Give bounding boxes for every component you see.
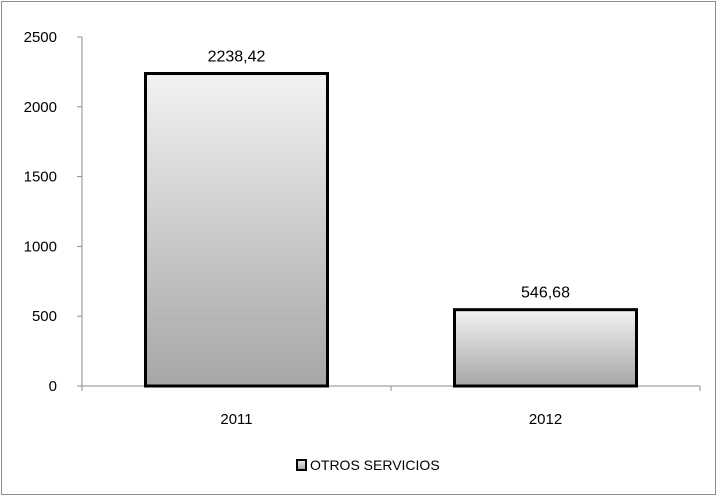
y-tick-label: 2500 — [24, 29, 57, 46]
y-axis: 0 500 1000 1500 2000 2500 — [24, 29, 83, 395]
legend: OTROS SERVICIOS — [296, 457, 440, 473]
bar-2012 — [453, 308, 638, 388]
bars — [144, 72, 638, 388]
y-tick-label: 0 — [49, 378, 57, 395]
x-tick-label-2011: 2011 — [220, 411, 252, 428]
x-axis: 2011 2012 — [81, 385, 701, 428]
y-tick-label: 500 — [32, 308, 57, 325]
data-labels: 2238,42 546,68 — [208, 49, 570, 302]
y-tick-label: 2000 — [24, 99, 57, 116]
x-tick-label-2012: 2012 — [529, 411, 562, 428]
data-label-2011: 2238,42 — [208, 49, 266, 66]
legend-swatch — [296, 459, 307, 471]
legend-label: OTROS SERVICIOS — [310, 457, 440, 473]
bar-2011 — [144, 72, 329, 388]
y-tick-label: 1000 — [24, 238, 57, 255]
data-label-2012: 546,68 — [521, 285, 570, 302]
y-tick-label: 1500 — [24, 169, 57, 186]
